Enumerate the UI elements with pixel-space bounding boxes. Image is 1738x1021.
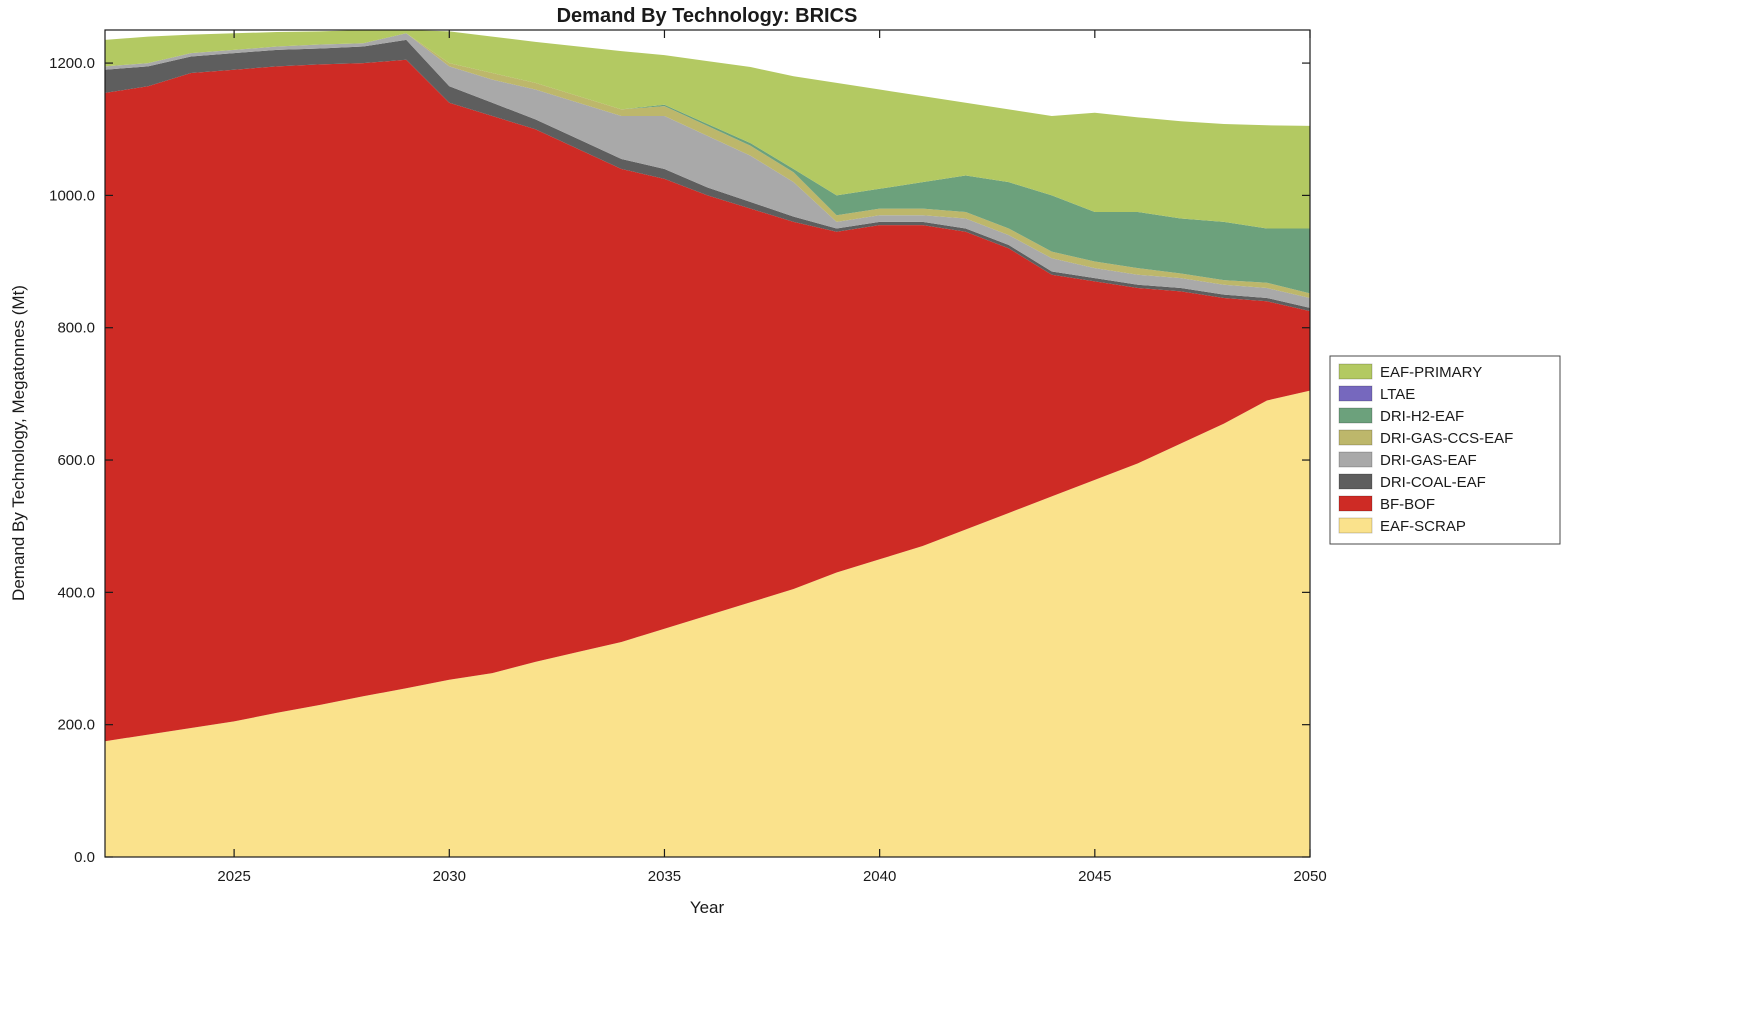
legend-label-eaf-primary: EAF-PRIMARY bbox=[1380, 364, 1482, 381]
legend-swatch-dri-gas-ccs-eaf bbox=[1338, 429, 1373, 446]
plot-border bbox=[104, 29, 1311, 858]
legend-swatch-dri-gas-eaf bbox=[1338, 451, 1373, 468]
legend-label-ltae: LTAE bbox=[1380, 386, 1415, 403]
area-bf-bof bbox=[105, 59, 1310, 742]
legend-label-dri-gas-eaf: DRI-GAS-EAF bbox=[1380, 452, 1477, 469]
area-dri-coal-eaf bbox=[105, 39, 1310, 312]
legend-label-dri-coal-eaf: DRI-COAL-EAF bbox=[1380, 474, 1486, 491]
area-dri-gas-ccs-eaf bbox=[105, 33, 1310, 298]
x-tick-label: 2050 bbox=[1293, 868, 1326, 885]
legend-swatch-eaf-primary bbox=[1338, 363, 1373, 380]
y-tick-label: 1200.0 bbox=[49, 55, 95, 72]
y-tick-label: 400.0 bbox=[57, 584, 95, 601]
y-tick-label: 800.0 bbox=[57, 320, 95, 337]
legend-label-bf-bof: BF-BOF bbox=[1380, 496, 1435, 513]
chart-areas bbox=[105, 30, 1310, 857]
legend-label-eaf-scrap: EAF-SCRAP bbox=[1380, 518, 1466, 535]
x-tick-label: 2035 bbox=[648, 868, 681, 885]
legend-box bbox=[1329, 355, 1561, 545]
legend-swatch-eaf-scrap bbox=[1338, 517, 1373, 534]
y-tick-label: 1000.0 bbox=[49, 187, 95, 204]
legend-label-dri-h2-eaf: DRI-H2-EAF bbox=[1380, 408, 1464, 425]
area-eaf-scrap bbox=[105, 390, 1310, 857]
axis-tick-labels: 2025 2030 2035 2040 2045 2050 0.0 200.0 400.0 600… bbox=[49, 55, 1327, 885]
legend-swatch-ltae bbox=[1338, 385, 1373, 402]
x-tick-label: 2040 bbox=[863, 868, 896, 885]
y-tick-label: 200.0 bbox=[57, 717, 95, 734]
legend-swatch-dri-coal-eaf bbox=[1338, 473, 1373, 490]
legend: EAF-PRIMARY LTAE DRI-H2-EAF DRI-GAS-CCS-EAF… bbox=[1329, 355, 1561, 545]
x-tick-label: 2030 bbox=[433, 868, 466, 885]
legend-swatch-bf-bof bbox=[1338, 495, 1373, 512]
area-dri-gas-eaf bbox=[105, 33, 1310, 308]
x-tick-label: 2025 bbox=[217, 868, 250, 885]
x-axis-label: Year bbox=[690, 898, 725, 917]
x-tick-label: 2045 bbox=[1078, 868, 1111, 885]
chart-title: Demand By Technology: BRICS bbox=[557, 5, 858, 27]
legend-label-dri-gas-ccs-eaf: DRI-GAS-CCS-EAF bbox=[1380, 430, 1513, 447]
y-axis-label: Demand By Technology, Megatonnes (Mt) bbox=[9, 285, 28, 601]
y-tick-label: 600.0 bbox=[57, 452, 95, 469]
area-dri-h2-eaf bbox=[105, 33, 1310, 294]
y-tick-label: 0.0 bbox=[74, 849, 95, 866]
area-eaf-primary bbox=[105, 30, 1310, 229]
legend-swatch-dri-h2-eaf bbox=[1338, 407, 1373, 424]
